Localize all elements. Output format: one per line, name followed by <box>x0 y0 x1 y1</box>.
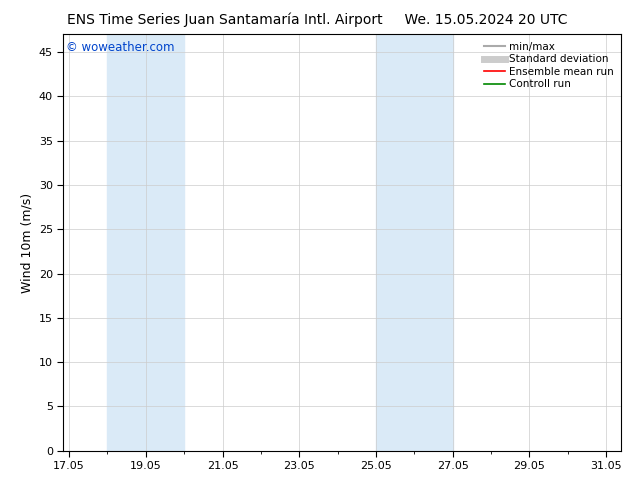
Text: © woweather.com: © woweather.com <box>66 41 175 53</box>
Text: ENS Time Series Juan Santamaría Intl. Airport     We. 15.05.2024 20 UTC: ENS Time Series Juan Santamaría Intl. Ai… <box>67 12 567 27</box>
Bar <box>376 34 453 451</box>
Y-axis label: Wind 10m (m/s): Wind 10m (m/s) <box>20 193 34 293</box>
Legend: min/max, Standard deviation, Ensemble mean run, Controll run: min/max, Standard deviation, Ensemble me… <box>482 40 616 92</box>
Bar <box>108 34 184 451</box>
